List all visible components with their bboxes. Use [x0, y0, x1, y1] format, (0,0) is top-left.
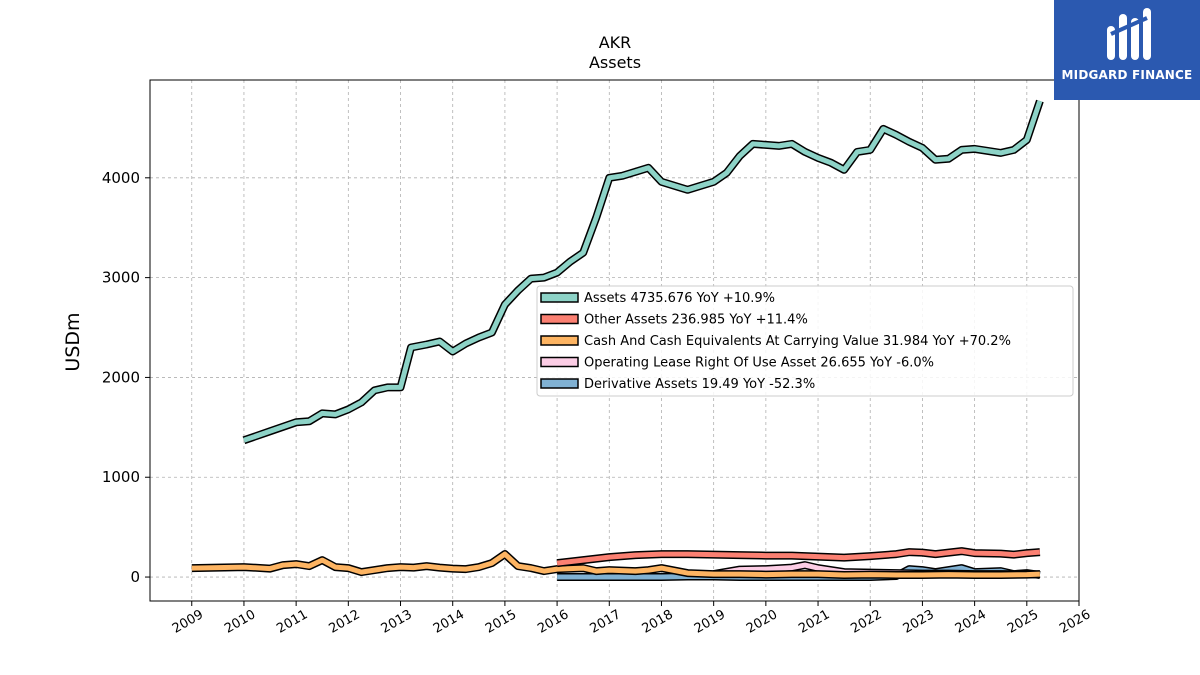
legend-swatch	[540, 313, 579, 325]
x-tick-label: 2009	[170, 607, 206, 637]
x-tick-label: 2016	[535, 607, 571, 637]
legend-entry: Derivative Assets 19.49 YoY -52.3%	[584, 377, 815, 392]
series-line-cash-and-cash-equivalents-at-carrying-value	[191, 551, 1040, 578]
legend-entry: Other Assets 236.985 YoY +11.4%	[584, 313, 808, 328]
x-tick-label: 2017	[587, 607, 623, 637]
legend-entry: Cash And Cash Equivalents At Carrying Va…	[584, 334, 1011, 349]
x-tick-label: 2011	[274, 607, 310, 637]
x-tick-label: 2021	[796, 607, 832, 637]
x-tick-label: 2013	[379, 607, 415, 637]
y-tick-label: 4000	[102, 169, 140, 187]
x-tick-label: 2015	[483, 607, 519, 637]
chart-title: AKR	[599, 33, 632, 52]
x-tick-label: 2022	[848, 607, 884, 637]
legend-swatch	[540, 378, 579, 389]
x-tick-label: 2019	[692, 607, 728, 637]
x-tick-label: 2014	[431, 607, 467, 637]
legend-swatch	[540, 335, 579, 346]
legend: Assets 4735.676 YoY +10.9% Other Assets 2…	[536, 285, 1074, 397]
y-tick-label: 2000	[102, 368, 140, 386]
legend-swatch	[540, 292, 579, 303]
legend-swatch	[540, 356, 579, 368]
legend-entry: Operating Lease Right Of Use Asset 26.65…	[584, 356, 934, 371]
brand-logo: MIDGARD FINANCE	[1054, 0, 1200, 100]
series-line-other-assets	[556, 548, 1041, 566]
y-tick-label: 1000	[102, 468, 140, 486]
x-tick-label: 2010	[222, 607, 258, 637]
x-tick-label: 2025	[1005, 607, 1041, 637]
series-layer	[191, 99, 1044, 581]
legend-entry: Assets 4735.676 YoY +10.9%	[584, 291, 775, 306]
y-tick-label: 3000	[102, 269, 140, 287]
x-tick-label: 2018	[640, 607, 676, 637]
brand-name: MIDGARD FINANCE	[1061, 68, 1193, 82]
legend-box	[536, 285, 1074, 397]
x-tick-label: 2024	[953, 607, 989, 637]
y-tick-label: 0	[130, 568, 140, 586]
x-tick-label: 2026	[1057, 607, 1093, 637]
x-tick-label: 2023	[901, 607, 937, 637]
x-tick-label: 2020	[744, 607, 780, 637]
y-axis-label: USDm	[62, 312, 84, 371]
x-tick-label: 2012	[326, 607, 362, 637]
series-line-assets	[243, 100, 1043, 443]
midgard-logo-icon	[1107, 8, 1151, 60]
plot-frame	[149, 79, 1080, 602]
chart-subtitle: Assets	[589, 53, 641, 72]
